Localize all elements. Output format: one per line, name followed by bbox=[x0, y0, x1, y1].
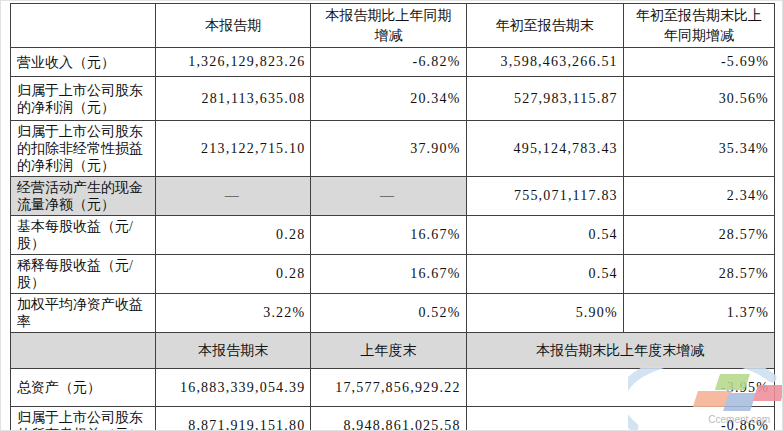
cell-value: 1.37% bbox=[623, 294, 774, 333]
cell-value: 8,871,919,151.80 bbox=[156, 407, 311, 431]
cell-value: 0.52% bbox=[311, 294, 466, 333]
cell-value: 0.28 bbox=[156, 216, 311, 255]
row-label: 总资产（元） bbox=[11, 369, 156, 407]
row-label: 归属于上市公司股东的净利润（元） bbox=[11, 77, 156, 121]
financial-summary-table: 本报告期 本报告期比上年同期增减 年初至报告期末 年初至报告期末比上年同期增减 … bbox=[10, 3, 775, 431]
cell-value: 30.56% bbox=[623, 77, 774, 121]
col-header-current-period: 本报告期 bbox=[156, 4, 311, 48]
table-row-operating-cash-flow: 经营活动产生的现金流量净额（元） — — 755,071,117.83 2.34… bbox=[11, 177, 775, 216]
row-label: 加权平均净资产收益率 bbox=[11, 294, 156, 333]
row-label: 归属于上市公司股东的所有者权益（元） bbox=[11, 407, 156, 431]
period-header-row: 本报告期 本报告期比上年同期增减 年初至报告期末 年初至报告期末比上年同期增减 bbox=[11, 4, 775, 48]
corner-cell bbox=[11, 333, 156, 369]
col-header-period-end: 本报告期末 bbox=[156, 333, 311, 369]
cell-value: 28.57% bbox=[623, 255, 774, 294]
cell-value: 0.54 bbox=[466, 255, 623, 294]
col-header-period-end-change: 本报告期末比上年度末增减 bbox=[466, 333, 774, 369]
table-row-weighted-avg-roe: 加权平均净资产收益率 3.22% 0.52% 5.90% 1.37% bbox=[11, 294, 775, 333]
corner-cell bbox=[11, 4, 156, 48]
table-row-net-profit: 归属于上市公司股东的净利润（元） 281,113,635.08 20.34% 5… bbox=[11, 77, 775, 121]
cell-value: 5.90% bbox=[466, 294, 623, 333]
cell-value: 16.67% bbox=[311, 216, 466, 255]
cell-value: 0.28 bbox=[156, 255, 311, 294]
cell-value: 0.54 bbox=[466, 216, 623, 255]
cell-value: 755,071,117.83 bbox=[466, 177, 623, 216]
cell-value: 527,983,115.87 bbox=[466, 77, 623, 121]
cell-value: — bbox=[311, 177, 466, 216]
cell-value: 213,122,715.10 bbox=[156, 121, 311, 177]
cell-value: 3.22% bbox=[156, 294, 311, 333]
col-header-ytd-change: 年初至报告期末比上年同期增减 bbox=[623, 4, 774, 48]
col-header-current-period-change: 本报告期比上年同期增减 bbox=[311, 4, 466, 48]
row-label: 营业收入（元） bbox=[11, 48, 156, 77]
cell-value: — bbox=[156, 177, 311, 216]
cell-value: 16,883,339,054.39 bbox=[156, 369, 311, 407]
table-row-revenue: 营业收入（元） 1,326,129,823.26 -6.82% 3,598,46… bbox=[11, 48, 775, 77]
col-header-ytd: 年初至报告期末 bbox=[466, 4, 623, 48]
cell-value: -0.86% bbox=[466, 407, 774, 431]
cell-value: 8,948,861,025.58 bbox=[311, 407, 466, 431]
cell-value: 495,124,783.43 bbox=[466, 121, 623, 177]
table-row-net-profit-excl-nonrecurring: 归属于上市公司股东的扣除非经常性损益的净利润（元） 213,122,715.10… bbox=[11, 121, 775, 177]
row-label: 稀释每股收益（元/股） bbox=[11, 255, 156, 294]
cell-value: 1,326,129,823.26 bbox=[156, 48, 311, 77]
cell-value: 17,577,856,929.22 bbox=[311, 369, 466, 407]
row-label: 归属于上市公司股东的扣除非经常性损益的净利润（元） bbox=[11, 121, 156, 177]
cell-value: 37.90% bbox=[311, 121, 466, 177]
cell-value: 3,598,463,266.51 bbox=[466, 48, 623, 77]
cell-value: 16.67% bbox=[311, 255, 466, 294]
cell-value: -3.95% bbox=[466, 369, 774, 407]
table-row-basic-eps: 基本每股收益（元/股） 0.28 16.67% 0.54 28.57% bbox=[11, 216, 775, 255]
cell-value: 2.34% bbox=[623, 177, 774, 216]
col-header-prev-year-end: 上年度末 bbox=[311, 333, 466, 369]
cell-value: 281,113,635.08 bbox=[156, 77, 311, 121]
cell-value: 28.57% bbox=[623, 216, 774, 255]
table-row-owners-equity: 归属于上市公司股东的所有者权益（元） 8,871,919,151.80 8,94… bbox=[11, 407, 775, 431]
cell-value: -6.82% bbox=[311, 48, 466, 77]
cell-value: 35.34% bbox=[623, 121, 774, 177]
table-row-total-assets: 总资产（元） 16,883,339,054.39 17,577,856,929.… bbox=[11, 369, 775, 407]
cell-value: -5.69% bbox=[623, 48, 774, 77]
row-label: 基本每股收益（元/股） bbox=[11, 216, 156, 255]
table-row-diluted-eps: 稀释每股收益（元/股） 0.28 16.67% 0.54 28.57% bbox=[11, 255, 775, 294]
row-label: 经营活动产生的现金流量净额（元） bbox=[11, 177, 156, 216]
cell-value: 20.34% bbox=[311, 77, 466, 121]
yearend-header-row: 本报告期末 上年度末 本报告期末比上年度末增减 bbox=[11, 333, 775, 369]
